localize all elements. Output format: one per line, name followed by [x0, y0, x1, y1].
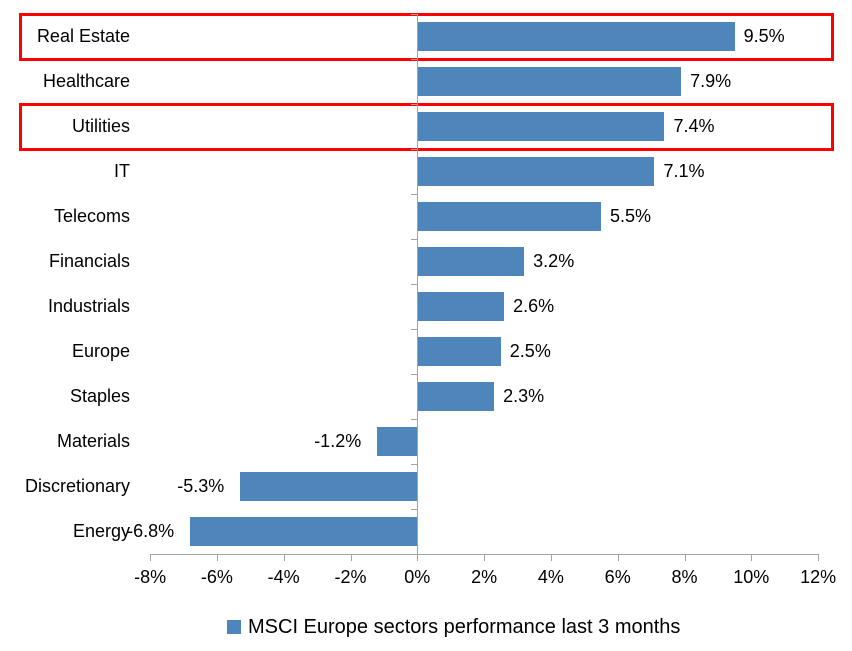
category-label: IT	[114, 161, 130, 182]
x-axis-tick	[283, 554, 285, 561]
x-tick-label: -4%	[267, 567, 300, 587]
x-axis-tick	[751, 554, 753, 561]
category-label: Europe	[71, 341, 130, 362]
data-label: -5.3%	[177, 476, 225, 497]
bar-telecoms	[417, 201, 601, 231]
bar-industrials	[417, 291, 505, 321]
bar-financials	[417, 246, 525, 276]
bar-real-estate	[417, 21, 735, 51]
category-label: Staples	[69, 386, 130, 407]
category-tick	[411, 58, 418, 60]
category-tick	[411, 508, 418, 510]
legend-label: MSCI Europe sectors performance last 3 m…	[248, 615, 681, 638]
data-label: -1.2%	[314, 431, 362, 452]
category-tick	[411, 283, 418, 285]
bar-europe	[417, 336, 501, 366]
x-tick-label: -2%	[334, 567, 367, 587]
category-label: Materials	[56, 431, 130, 452]
category-tick	[411, 328, 418, 330]
category-tick	[411, 13, 418, 15]
x-tick-label: 4%	[537, 567, 564, 587]
data-label: 2.5%	[509, 341, 551, 362]
bar-energy	[190, 516, 418, 546]
category-label: Utilities	[71, 116, 130, 137]
bar-discretionary	[240, 471, 418, 501]
x-tick-label: 6%	[604, 567, 631, 587]
bar-utilities	[417, 111, 665, 141]
x-axis-tick	[818, 554, 820, 561]
category-tick	[411, 193, 418, 195]
x-axis-tick	[216, 554, 218, 561]
data-label: 7.9%	[690, 71, 732, 92]
bar-it	[417, 156, 655, 186]
highlight-box-real-estate	[19, 12, 834, 62]
category-tick	[411, 373, 418, 375]
legend-swatch-icon	[227, 620, 241, 634]
x-tick-label: 12%	[800, 567, 837, 587]
x-axis-tick	[550, 554, 552, 561]
category-tick	[411, 463, 418, 465]
category-label: Discretionary	[24, 476, 130, 497]
data-label: 3.2%	[533, 251, 575, 272]
data-label: 2.3%	[503, 386, 545, 407]
x-tick-label: -6%	[200, 567, 233, 587]
bar-healthcare	[417, 66, 682, 96]
x-tick-label: 10%	[733, 567, 770, 587]
legend: MSCI Europe sectors performance last 3 m…	[227, 616, 680, 638]
bar-staples	[417, 381, 495, 411]
category-label: Financials	[48, 251, 130, 272]
data-label: 2.6%	[513, 296, 555, 317]
data-label: 5.5%	[610, 206, 652, 227]
x-axis-tick	[350, 554, 352, 561]
data-label: -6.8%	[127, 521, 175, 542]
category-tick	[411, 418, 418, 420]
x-tick-label: 0%	[404, 567, 431, 587]
category-label: Industrials	[47, 296, 130, 317]
category-tick	[411, 103, 418, 105]
x-axis-tick	[150, 554, 152, 561]
x-axis-tick	[684, 554, 686, 561]
category-label: Healthcare	[42, 71, 130, 92]
bar-materials	[377, 426, 418, 456]
x-tick-label: -8%	[134, 567, 167, 587]
category-tick	[411, 148, 418, 150]
category-label: Real Estate	[36, 26, 130, 47]
highlight-box-utilities	[19, 102, 834, 152]
x-axis-tick	[617, 554, 619, 561]
y-axis-line	[417, 13, 419, 554]
data-label: 9.5%	[743, 26, 785, 47]
x-tick-label: 8%	[671, 567, 698, 587]
x-axis-tick	[417, 554, 419, 561]
x-tick-label: 2%	[471, 567, 498, 587]
data-label: 7.1%	[663, 161, 705, 182]
x-axis-tick	[484, 554, 486, 561]
category-tick	[411, 238, 418, 240]
category-label: Energy	[72, 521, 130, 542]
data-label: 7.4%	[673, 116, 715, 137]
category-label: Telecoms	[53, 206, 130, 227]
